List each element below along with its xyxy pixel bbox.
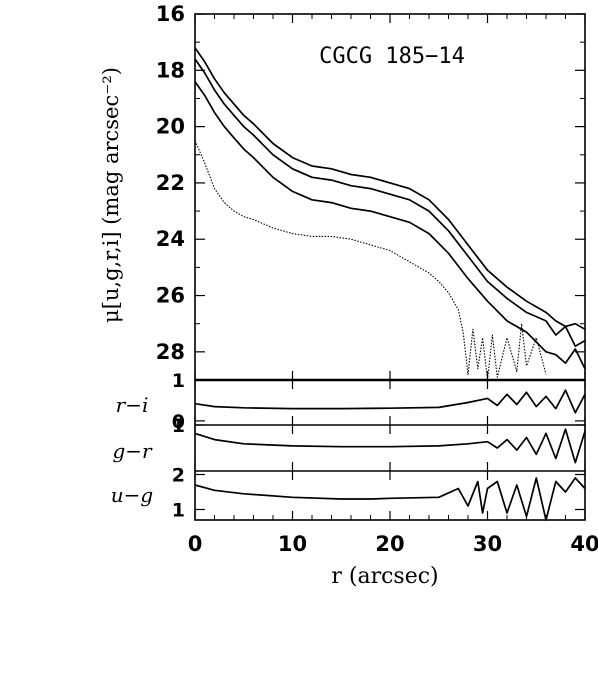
series-line-profile-0 (194, 47, 586, 331)
y-tick-label: 1 (172, 370, 185, 392)
x-tick-label: 40 (570, 532, 598, 556)
series-line-profile-1 (194, 58, 586, 348)
x-axis-label: r (arcsec) (331, 564, 438, 589)
panel-g-r-label: g−r (112, 439, 153, 463)
y-tick-label: 2 (172, 465, 185, 487)
y-tick-label: 0 (172, 411, 185, 433)
panel-r-i-label: r−i (116, 393, 149, 417)
y-tick-label: 16 (156, 2, 185, 26)
y-tick-label: 1 (172, 500, 185, 522)
x-tick-label: 10 (278, 532, 307, 556)
series-line-profile-2 (194, 81, 586, 370)
y-tick-label: 28 (156, 340, 185, 364)
series-line-g-r-0 (194, 428, 586, 464)
y-axis-label: μ[u,g,r,i] (mag arcsec⁻²) (99, 67, 123, 323)
x-tick-label: 0 (188, 532, 203, 556)
y-tick-label: 18 (156, 58, 185, 82)
y-tick-label: 20 (156, 115, 185, 139)
y-tick-label: 24 (156, 227, 185, 251)
x-tick-label: 30 (473, 532, 502, 556)
series-line-u-g-0 (194, 477, 586, 521)
chart-title: CGCG 185−14 (319, 44, 465, 69)
x-tick-label: 20 (375, 532, 404, 556)
y-tick-label: 26 (156, 284, 185, 308)
series-line-r-i-0 (194, 389, 586, 414)
y-tick-label: 1 (172, 415, 185, 437)
series-group (194, 47, 586, 521)
series-line-profile-3 (194, 140, 547, 381)
panel-u-g-label: u−g (111, 483, 153, 507)
y-tick-label: 22 (156, 171, 185, 195)
